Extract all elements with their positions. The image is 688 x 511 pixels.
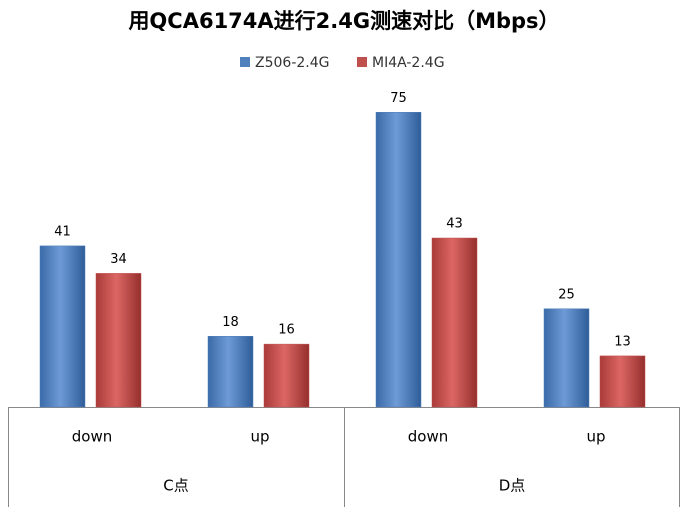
category-label: down <box>408 428 448 446</box>
value-label: 43 <box>446 217 463 232</box>
bar <box>431 237 478 408</box>
value-label: 25 <box>558 287 575 302</box>
chart-title: 用QCA6174A进行2.4G测速对比（Mbps） <box>128 9 559 33</box>
value-label: 16 <box>278 323 295 338</box>
value-label: 18 <box>222 315 239 330</box>
bar <box>375 112 422 408</box>
group-label: C点 <box>163 477 188 495</box>
value-label: 13 <box>614 334 631 349</box>
category-label: down <box>72 428 112 446</box>
category-label: up <box>250 428 269 446</box>
group-label: D点 <box>499 477 526 495</box>
legend-label: Z506-2.4G <box>255 55 329 71</box>
value-label: 34 <box>110 252 127 267</box>
bar <box>95 273 142 408</box>
legend-swatch <box>357 57 367 67</box>
bar <box>207 336 254 408</box>
category-table <box>8 407 680 507</box>
legend-label: MI4A-2.4G <box>372 55 445 71</box>
bar <box>599 355 646 408</box>
legend-swatch <box>240 57 250 67</box>
category-label: up <box>586 428 605 446</box>
value-label: 75 <box>390 91 407 106</box>
bar <box>39 245 86 408</box>
value-label: 41 <box>54 224 71 239</box>
bar <box>543 308 590 408</box>
bar <box>263 343 310 408</box>
